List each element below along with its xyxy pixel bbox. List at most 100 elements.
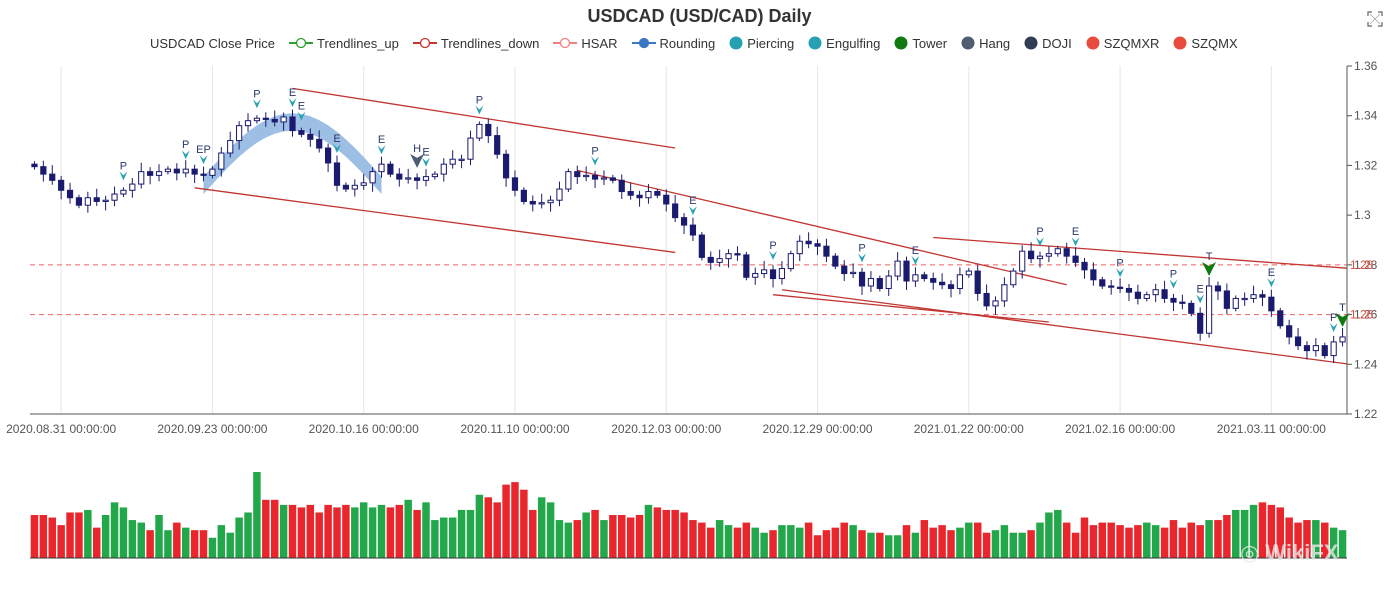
expand-icon[interactable] <box>1366 10 1384 28</box>
volume-bar <box>1294 522 1302 558</box>
volume-bar <box>973 522 982 558</box>
legend-swatch-icon <box>412 37 437 49</box>
candle-body <box>769 269 777 280</box>
candle-body <box>467 137 474 160</box>
marker-engulfing-icon <box>297 111 306 121</box>
y-tick-label: 1.34 <box>1354 109 1378 123</box>
marker-piercing-icon <box>1116 268 1125 278</box>
volume-bar <box>1143 522 1151 558</box>
volume-bar <box>306 504 315 558</box>
legend-label: Hang <box>979 35 1011 51</box>
volume-bar <box>591 509 599 558</box>
volume-bar <box>1045 512 1053 558</box>
legend[interactable]: USDCAD Close Price Trendlines_up Trendline… <box>150 34 1252 52</box>
legend-item[interactable]: USDCAD Close Price <box>150 35 275 51</box>
volume-bar <box>475 494 484 558</box>
marker-label: E <box>1197 283 1204 295</box>
candle-body <box>75 197 83 206</box>
volume-bar <box>377 504 386 558</box>
candle-body <box>939 281 946 286</box>
legend-item[interactable]: SZQMXR <box>1086 35 1159 51</box>
candle-body <box>289 116 296 132</box>
candle-body <box>1027 250 1035 260</box>
marker-piercing-icon <box>858 253 867 263</box>
marker-label: E <box>289 87 296 99</box>
candle-body <box>1241 297 1248 301</box>
volume-bar <box>1080 517 1089 558</box>
legend-swatch-icon <box>808 36 822 50</box>
candle-body <box>1286 325 1293 338</box>
candle-body <box>271 118 278 123</box>
volume-bar <box>1187 522 1196 558</box>
trendline-down <box>292 87 676 149</box>
candle-body <box>369 171 376 184</box>
candle-body <box>1303 345 1311 352</box>
x-tick-label: 2020.09.23 00:00:00 <box>157 422 267 436</box>
candle-body <box>1268 296 1275 312</box>
legend-item[interactable]: Trendlines_down <box>412 35 540 51</box>
candle-body <box>894 260 901 277</box>
volume-bar <box>1321 522 1329 558</box>
volume-bar <box>386 507 395 558</box>
volume-bar <box>1196 525 1204 558</box>
candle-body <box>378 163 385 173</box>
volume-bar <box>867 532 875 558</box>
legend-item[interactable]: Rounding <box>631 35 715 51</box>
candle-body <box>1179 301 1186 304</box>
candle-body <box>351 184 358 190</box>
candle-body <box>396 173 403 180</box>
marker-label: E <box>1072 226 1079 238</box>
volume-bar <box>422 502 430 558</box>
candle-body <box>200 173 207 176</box>
volume-bar <box>493 502 501 558</box>
legend-item[interactable]: HSAR <box>553 35 618 51</box>
marker-label: P <box>1116 257 1123 269</box>
legend-item[interactable]: Hang <box>961 35 1010 51</box>
x-tick-label: 2020.08.31 00:00:00 <box>6 422 116 436</box>
candle-body <box>805 240 812 245</box>
volume-bar <box>831 527 840 558</box>
volume-bar <box>600 520 608 558</box>
candle-body <box>173 168 180 174</box>
candle-body <box>574 171 581 178</box>
volume-bar <box>1258 502 1267 558</box>
marker-tower-icon <box>1335 313 1350 327</box>
legend-swatch-icon <box>1024 36 1038 50</box>
volume-bar <box>1089 525 1098 558</box>
volume-bar <box>502 484 510 558</box>
chart-title: USDCAD (USD/CAD) Daily <box>587 6 812 26</box>
x-tick-label: 2021.02.16 00:00:00 <box>1065 422 1175 436</box>
legend-item[interactable]: SZQMX <box>1173 35 1238 51</box>
volume-bar <box>30 515 39 558</box>
marker-label: T <box>1206 251 1213 263</box>
candle-body <box>930 278 937 283</box>
volume-bar <box>813 535 822 558</box>
volume-bar <box>164 530 172 558</box>
volume-bar <box>653 507 662 558</box>
candle-body <box>129 183 136 191</box>
volume-bar <box>546 502 555 558</box>
candle-body <box>743 254 750 278</box>
legend-item[interactable]: DOJI <box>1024 35 1072 51</box>
legend-swatch-icon <box>288 37 313 49</box>
legend-label: Trendlines_down <box>440 35 540 51</box>
marker-engulfing-icon <box>377 145 386 155</box>
volume-bar <box>404 499 412 558</box>
marker-engulfing-icon <box>333 144 342 153</box>
candle-body <box>1081 261 1088 271</box>
legend-item[interactable]: Trendlines_up <box>288 35 399 51</box>
candle-body <box>485 123 492 137</box>
candle-body <box>502 153 510 179</box>
volume-bar <box>359 502 368 558</box>
legend-item[interactable]: Tower <box>894 35 947 51</box>
volume-bar <box>128 520 137 558</box>
candle-body <box>832 255 839 267</box>
legend-swatch-icon <box>894 36 908 50</box>
legend-item[interactable]: Piercing <box>729 35 794 51</box>
candle-body <box>796 240 803 255</box>
volume-bar <box>1098 522 1107 558</box>
marker-piercing-icon <box>1329 322 1338 332</box>
legend-item[interactable]: Engulfing <box>808 35 880 51</box>
candle-body <box>698 234 705 258</box>
candle-body <box>1161 289 1168 299</box>
